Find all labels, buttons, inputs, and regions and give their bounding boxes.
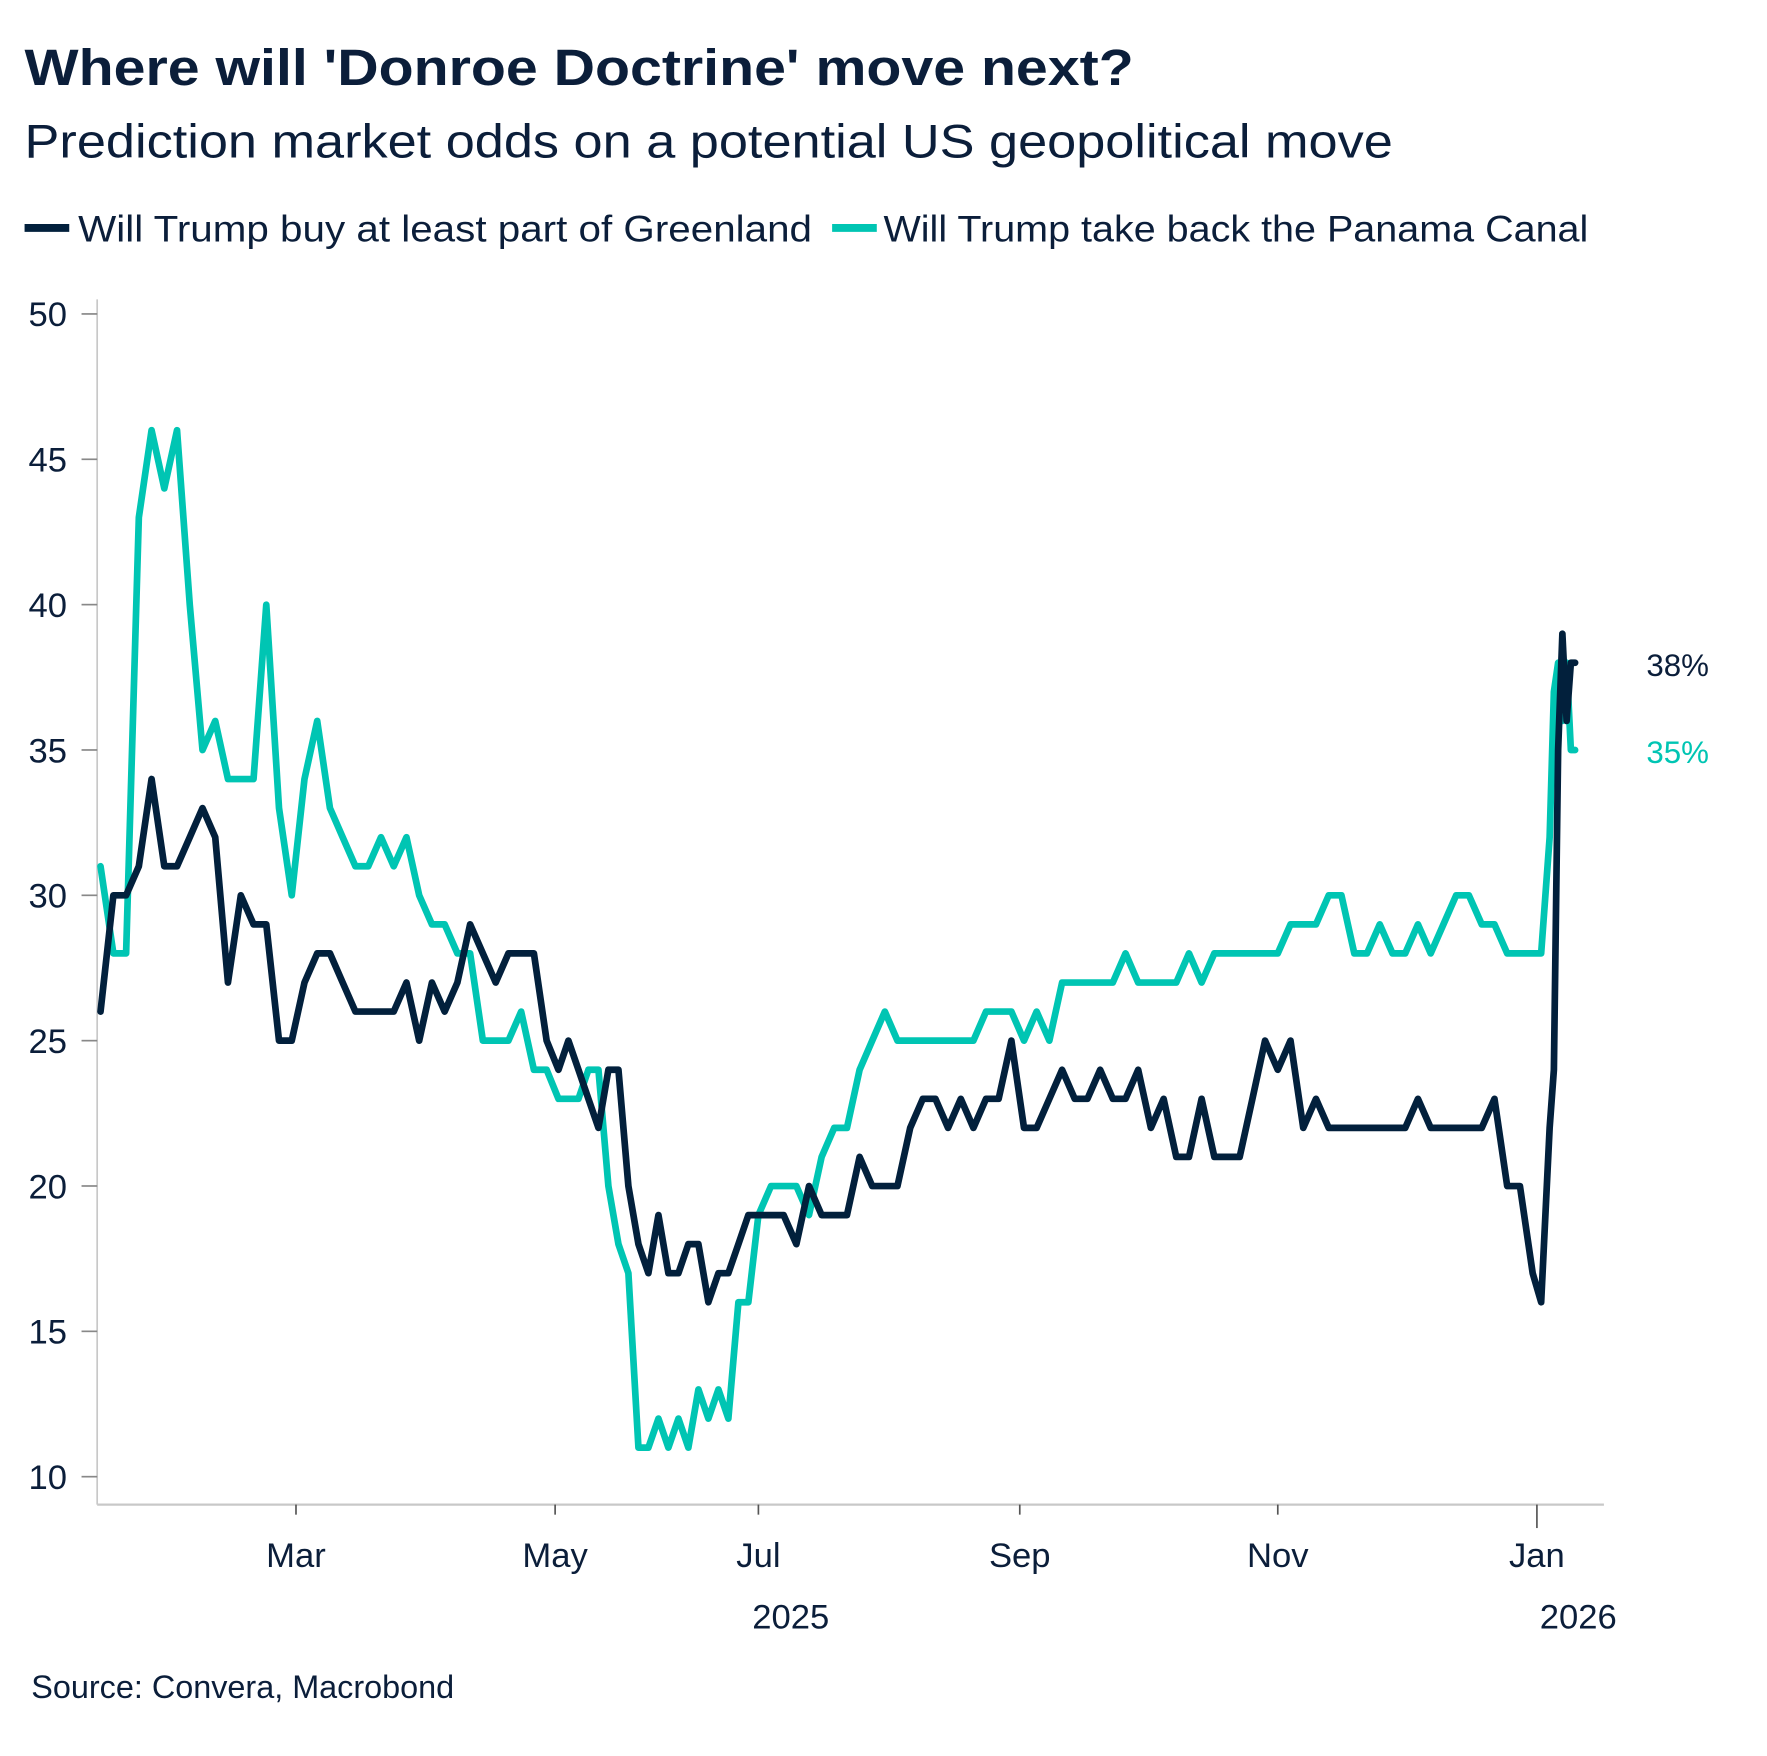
x-year-label: 2026: [1540, 1599, 1617, 1637]
source-note: Source: Convera, Macrobond: [31, 1669, 454, 1705]
y-tick-label: 50: [29, 296, 68, 334]
x-tick-label: Sep: [989, 1537, 1051, 1575]
y-tick-label: 25: [29, 1023, 68, 1061]
legend-label-panama: Will Trump take back the Panama Canal: [884, 208, 1589, 249]
chart-title: Where will 'Donroe Doctrine' move next?: [25, 38, 1134, 96]
x-tick-label: Jul: [736, 1537, 780, 1575]
legend-label-greenland: Will Trump buy at least part of Greenlan…: [78, 208, 812, 249]
y-tick-label: 35: [29, 732, 68, 770]
chart-subtitle: Prediction market odds on a potential US…: [25, 116, 1393, 168]
end-label-greenland: 38%: [1646, 648, 1709, 683]
x-tick-label: Nov: [1247, 1537, 1309, 1575]
legend: Will Trump buy at least part of Greenlan…: [24, 208, 1589, 249]
x-tick-label: Jan: [1509, 1537, 1565, 1575]
y-tick-label: 30: [29, 878, 68, 916]
y-tick-label: 40: [29, 587, 68, 625]
y-tick-label: 10: [29, 1459, 68, 1497]
x-tick-label: Mar: [266, 1537, 326, 1575]
y-tick-label: 45: [29, 442, 68, 480]
series-lines: [97, 426, 1579, 1451]
y-tick-label: 15: [29, 1314, 68, 1352]
y-tick-label: 20: [29, 1168, 68, 1206]
series-line-greenland: [97, 630, 1579, 1306]
series-line-panama: [97, 426, 1579, 1451]
x-tick-label: May: [522, 1537, 588, 1575]
end-label-panama: 35%: [1646, 735, 1709, 770]
x-year-label: 2025: [752, 1599, 829, 1637]
